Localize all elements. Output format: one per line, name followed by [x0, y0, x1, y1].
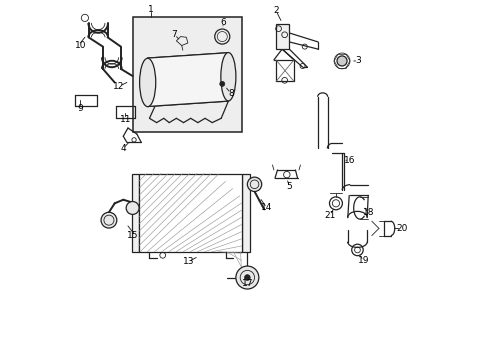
Text: 15: 15 [126, 231, 138, 240]
Text: 12: 12 [112, 82, 123, 91]
Ellipse shape [221, 53, 235, 101]
Text: 5: 5 [286, 182, 292, 191]
Text: 17: 17 [241, 279, 253, 288]
Text: 18: 18 [362, 208, 373, 217]
Text: 1: 1 [147, 5, 153, 14]
Text: 14: 14 [261, 203, 272, 212]
Text: 7: 7 [171, 30, 177, 39]
Bar [132, 17, 242, 132]
Circle shape [336, 56, 346, 66]
Circle shape [101, 212, 117, 228]
Polygon shape [147, 53, 228, 107]
Ellipse shape [139, 58, 155, 107]
Circle shape [244, 275, 250, 280]
Text: 11: 11 [120, 115, 131, 124]
Text: 19: 19 [357, 256, 368, 265]
Text: 4: 4 [120, 144, 126, 153]
Text: 9: 9 [77, 104, 83, 113]
Text: 21: 21 [324, 211, 335, 220]
Circle shape [247, 177, 261, 192]
Text: 20: 20 [395, 224, 407, 233]
Circle shape [219, 81, 224, 86]
Circle shape [235, 266, 258, 289]
Text: 2: 2 [273, 6, 278, 15]
Text: 13: 13 [183, 257, 194, 266]
Text: 16: 16 [343, 156, 354, 165]
Text: 6: 6 [221, 18, 226, 27]
Text: 10: 10 [74, 41, 86, 50]
Polygon shape [276, 24, 289, 49]
Circle shape [126, 202, 139, 215]
Bar [131, 174, 139, 252]
Text: 3: 3 [355, 57, 361, 66]
Bar [241, 174, 249, 252]
Bar [139, 174, 241, 252]
Text: 8: 8 [227, 89, 233, 98]
